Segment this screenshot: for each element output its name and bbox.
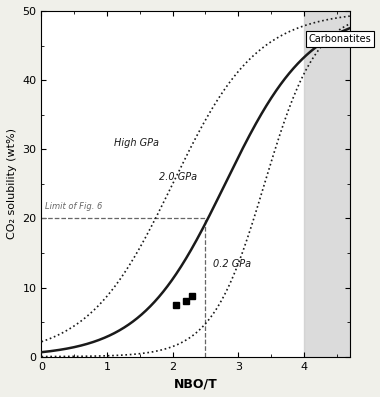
Text: Carbonatites: Carbonatites xyxy=(309,34,371,44)
Bar xyxy=(304,11,350,357)
Y-axis label: CO₂ solubility (wt%): CO₂ solubility (wt%) xyxy=(7,128,17,239)
X-axis label: NBO/T: NBO/T xyxy=(174,377,217,390)
Text: High GPa: High GPa xyxy=(114,138,159,148)
Text: Limit of Fig. 6: Limit of Fig. 6 xyxy=(45,202,102,212)
Text: 0.2 GPa: 0.2 GPa xyxy=(213,259,251,269)
Text: 2.0 GPa: 2.0 GPa xyxy=(159,172,197,182)
